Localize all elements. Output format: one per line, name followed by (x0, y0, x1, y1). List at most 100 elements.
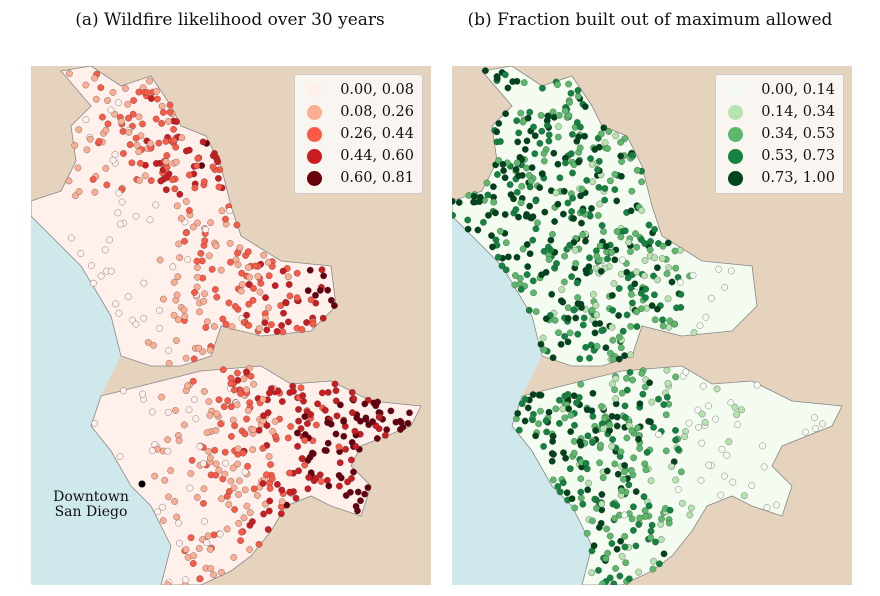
hex-cell (611, 186, 619, 193)
hex-cell (132, 134, 140, 142)
hex-cell (201, 237, 209, 245)
hex-cell (571, 246, 579, 254)
hex-cell (152, 201, 160, 209)
hex-cell (103, 181, 111, 189)
hex-cell (623, 311, 631, 319)
hex-cell (271, 418, 279, 425)
hex-cell (166, 101, 174, 109)
legend-swatch-icon (728, 82, 744, 98)
hex-cell (201, 388, 208, 395)
hex-cell (104, 97, 111, 104)
legend-swatch-icon (728, 148, 744, 164)
hex-cell (628, 467, 635, 474)
hex-cell (679, 499, 686, 507)
hex-cell (689, 271, 697, 279)
hex-cell (216, 530, 224, 538)
hex-cell (373, 435, 381, 442)
hex-cell (295, 406, 302, 413)
hex-cell (243, 311, 250, 319)
hex-cell (348, 475, 355, 482)
hex-cell (125, 114, 132, 122)
hex-cell (617, 448, 625, 456)
hex-cell (260, 510, 267, 518)
hex-cell (512, 166, 520, 173)
hex-cell (495, 157, 503, 164)
hex-cell (583, 529, 591, 537)
hex-cell (340, 432, 348, 440)
hex-cell (237, 537, 244, 544)
hex-cell (293, 294, 301, 302)
hex-cell (186, 207, 193, 214)
hex-cell (357, 497, 364, 505)
hex-cell (301, 413, 309, 420)
hex-cell (586, 354, 593, 362)
hex-cell (495, 120, 503, 127)
hex-cell (541, 208, 549, 216)
hex-cell (249, 426, 257, 433)
hex-cell (642, 294, 649, 302)
hex-cell (502, 110, 509, 118)
hex-cell (592, 427, 599, 434)
hex-cell (618, 172, 625, 180)
hex-cell (565, 80, 572, 88)
hex-cell (218, 207, 226, 215)
hex-cell (564, 304, 572, 312)
hex-cell (654, 276, 661, 284)
map-canvas (452, 66, 843, 585)
hex-cell (525, 306, 533, 314)
hex-cell (211, 323, 218, 330)
hex-cell (664, 295, 672, 303)
hex-cell (593, 342, 601, 350)
hex-cell (589, 517, 596, 525)
hex-cell (662, 447, 670, 455)
legend-label: 0.60, 0.81 (340, 170, 414, 186)
hex-cell (530, 289, 537, 297)
hex-cell (114, 209, 122, 217)
hex-cell (231, 422, 238, 430)
hex-cell (361, 400, 369, 408)
hex-cell (527, 177, 535, 185)
hex-cell (350, 395, 358, 403)
hex-cell (200, 500, 207, 507)
hex-cell (173, 202, 181, 210)
hex-cell (537, 340, 545, 348)
hex-cell (111, 151, 119, 158)
hex-cell (568, 208, 575, 215)
hex-cell (537, 112, 545, 119)
hex-cell (126, 141, 134, 148)
hex-cell (609, 336, 617, 344)
hex-cell (598, 403, 605, 410)
hex-cell (163, 163, 171, 171)
hex-cell (600, 124, 608, 132)
hex-cell (316, 471, 324, 479)
hex-cell (349, 409, 356, 416)
legend-item: 0.44, 0.60 (303, 145, 414, 167)
hex-cell (613, 228, 621, 235)
legend-swatch-icon (307, 82, 323, 98)
hex-cell (241, 430, 249, 438)
hex-cell (212, 471, 220, 479)
legend-swatch-icon (728, 170, 744, 186)
hex-cell (598, 491, 606, 498)
hex-cell (221, 448, 229, 456)
hex-cell (203, 539, 211, 547)
hex-cell (545, 131, 553, 139)
hex-cell (494, 253, 502, 261)
hex-cell (729, 478, 737, 486)
hex-cell (307, 411, 315, 418)
hex-cell (526, 108, 534, 116)
hex-cell (226, 207, 233, 215)
hex-cell (266, 497, 274, 505)
hex-cell (493, 128, 501, 136)
hex-cell (601, 196, 609, 204)
hex-cell (639, 390, 647, 398)
hex-cell (234, 369, 241, 377)
hex-cell (621, 511, 628, 519)
hex-cell (741, 492, 748, 499)
hex-cell (139, 120, 146, 128)
legend-item: 0.08, 0.26 (303, 101, 414, 123)
hex-cell (690, 329, 698, 336)
hex-cell (139, 390, 146, 398)
legend-label: 0.73, 1.00 (761, 170, 835, 186)
hex-cell (207, 219, 214, 226)
